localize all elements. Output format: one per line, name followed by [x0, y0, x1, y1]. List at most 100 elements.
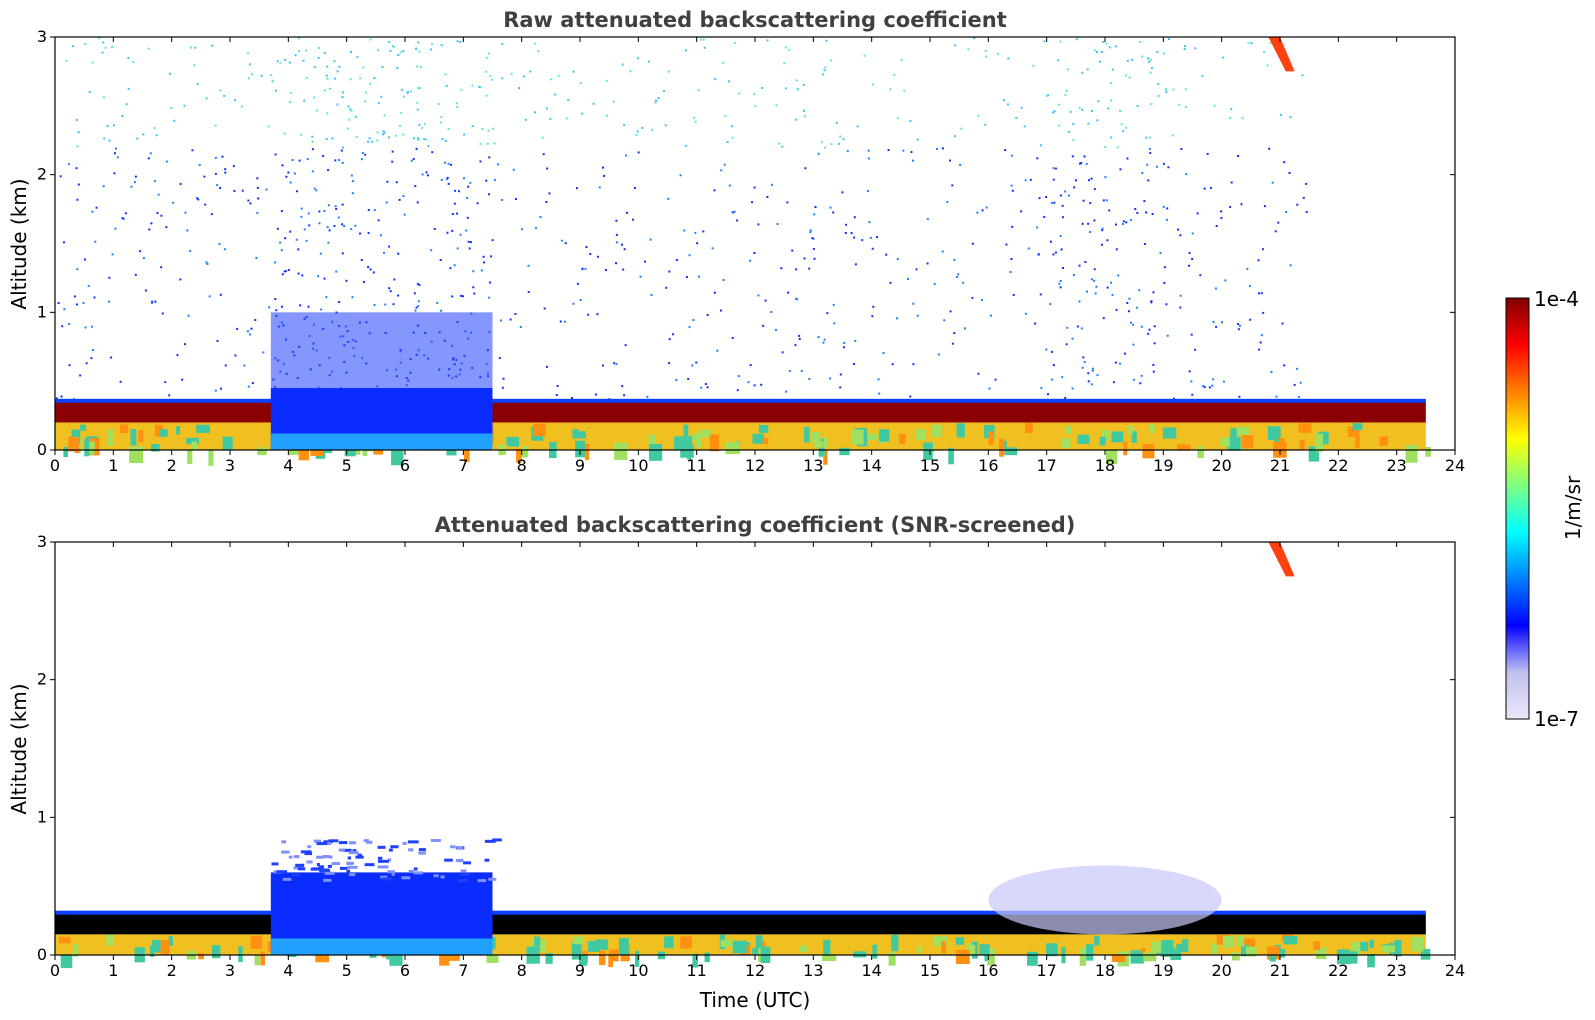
- noise-point: [463, 133, 466, 136]
- noise-point: [856, 125, 859, 128]
- noise-point: [916, 314, 919, 317]
- aerosol-cell: [1176, 943, 1183, 952]
- noise-point: [787, 291, 790, 294]
- aerosol-cell: [1143, 952, 1157, 962]
- noise-point: [713, 291, 716, 294]
- noise-point: [1052, 364, 1055, 367]
- noise-point: [937, 353, 940, 356]
- noise-point: [693, 116, 696, 119]
- noise-point: [869, 236, 872, 239]
- noise-point: [398, 198, 401, 201]
- noise-point: [134, 175, 137, 178]
- noise-point: [295, 238, 298, 241]
- noise-point: [1074, 179, 1077, 182]
- event-cell: [300, 850, 312, 854]
- noise-point: [1147, 332, 1150, 335]
- noise-point: [1184, 88, 1187, 91]
- noise-point: [402, 95, 405, 98]
- aerosol-cell: [941, 940, 946, 954]
- noise-point: [1288, 171, 1291, 174]
- noise-point: [289, 91, 292, 94]
- noise-point: [1116, 146, 1119, 149]
- event-base: [270, 938, 493, 955]
- noise-point: [665, 286, 668, 289]
- cloud-feature: [1268, 37, 1295, 72]
- noise-point: [1107, 107, 1110, 110]
- noise-point: [305, 239, 308, 242]
- noise-point: [327, 241, 330, 244]
- noise-point: [780, 267, 783, 270]
- noise-point: [445, 84, 448, 87]
- noise-point: [57, 302, 60, 305]
- noise-point: [1212, 320, 1215, 323]
- noise-point: [170, 107, 173, 110]
- noise-point: [679, 174, 682, 177]
- noise-point: [125, 103, 128, 106]
- noise-point: [211, 44, 214, 47]
- aerosol-cell: [1280, 949, 1286, 958]
- noise-point: [247, 199, 250, 202]
- noise-point: [1080, 162, 1083, 165]
- aerosol-cell: [1099, 436, 1106, 446]
- aerosol-cell: [1024, 422, 1033, 434]
- aerosol-cell: [63, 446, 69, 458]
- aerosol-cell: [1123, 441, 1128, 456]
- noise-point: [534, 226, 537, 229]
- noise-point: [122, 217, 125, 220]
- noise-point: [1266, 64, 1269, 67]
- noise-point: [446, 178, 449, 181]
- noise-point: [203, 175, 206, 178]
- event-cell: [318, 865, 325, 869]
- noise-point: [1102, 317, 1105, 320]
- noise-point: [101, 51, 104, 54]
- noise-point: [1280, 114, 1283, 117]
- aerosol-cell: [1236, 935, 1245, 947]
- noise-point: [323, 277, 326, 280]
- noise-point: [112, 124, 115, 127]
- noise-point: [479, 160, 482, 163]
- noise-point: [1046, 393, 1049, 396]
- noise-point: [1093, 219, 1096, 222]
- aerosol-cell: [1316, 947, 1327, 960]
- noise-point: [1012, 293, 1015, 296]
- aerosol-cell: [891, 934, 899, 952]
- noise-point: [1263, 205, 1266, 208]
- noise-point: [488, 52, 491, 55]
- noise-point: [383, 114, 386, 117]
- noise-point: [65, 59, 68, 62]
- noise-point: [168, 394, 171, 397]
- noise-point: [255, 257, 258, 260]
- aerosol-cell: [823, 437, 829, 448]
- noise-point: [1162, 162, 1165, 165]
- noise-point: [835, 121, 838, 124]
- noise-point: [571, 397, 574, 400]
- aerosol-cell: [590, 940, 597, 948]
- noise-point: [1072, 139, 1075, 142]
- noise-point: [1084, 260, 1087, 263]
- aerosol-cell: [1227, 436, 1241, 451]
- noise-point: [554, 93, 557, 96]
- noise-point: [189, 46, 192, 49]
- noise-point: [803, 115, 806, 118]
- noise-point: [327, 204, 330, 207]
- noise-point: [637, 151, 640, 154]
- noise-point: [685, 276, 688, 279]
- noise-point: [1149, 58, 1152, 61]
- noise-point: [762, 324, 765, 327]
- noise-point: [1067, 68, 1070, 71]
- noise-point: [337, 216, 340, 219]
- noise-point: [1213, 104, 1216, 107]
- noise-point: [300, 215, 303, 218]
- noise-point: [341, 223, 344, 226]
- noise-point: [545, 107, 548, 110]
- noise-point: [830, 143, 833, 146]
- noise-point: [663, 90, 666, 93]
- noise-point: [169, 72, 172, 75]
- noise-point: [542, 153, 545, 156]
- noise-point: [234, 99, 237, 102]
- noise-point: [1132, 343, 1135, 346]
- aerosol-cell: [680, 436, 693, 448]
- noise-point: [335, 270, 338, 273]
- noise-point: [302, 59, 305, 62]
